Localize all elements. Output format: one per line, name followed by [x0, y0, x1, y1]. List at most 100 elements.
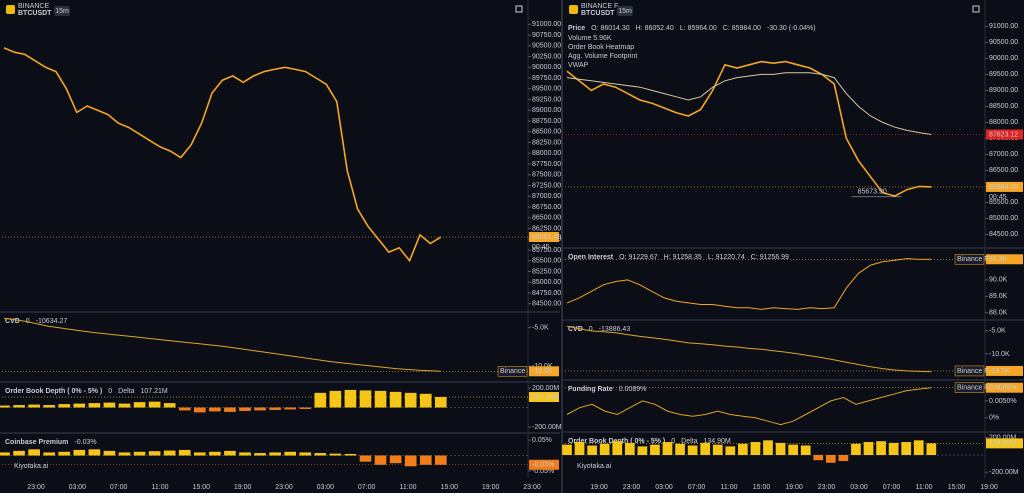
bar	[700, 442, 711, 455]
interval-box[interactable]	[617, 6, 633, 16]
y-tick-label: 90250.00	[532, 53, 561, 60]
value-tag	[529, 366, 559, 377]
bar	[133, 402, 146, 408]
source-tag-label: Binance F	[957, 368, 989, 375]
symbol-label[interactable]: BTCUSDT	[18, 10, 52, 17]
legend-text: -0.03%	[74, 439, 96, 446]
value-tag-label: -10.6K	[532, 368, 553, 375]
legend-text: 0.0089%	[619, 386, 647, 393]
legend-text: H: 86052.40	[636, 25, 674, 32]
value-tag	[986, 181, 1023, 192]
x-tick-label: 15:00	[193, 484, 211, 491]
y-tick-label: 85750.00	[532, 247, 561, 254]
y-tick-label: -0.05%	[532, 468, 554, 475]
bar	[404, 392, 417, 408]
series-line	[566, 258, 932, 310]
y-tick-label: 90000.00	[532, 64, 561, 71]
legend-text: H: 91258.35	[664, 254, 702, 261]
y-tick-label: 90.0K	[989, 277, 1008, 284]
legend-text: -10634.27	[36, 318, 68, 325]
bar	[863, 442, 874, 455]
x-tick-label: 07:00	[358, 484, 376, 491]
bar	[359, 390, 372, 408]
bar	[314, 392, 327, 408]
legend-text: CVD	[568, 326, 583, 333]
expand-button[interactable]	[972, 5, 980, 13]
bar	[419, 393, 432, 408]
bar	[103, 450, 116, 456]
bar	[118, 403, 131, 408]
symbol-label[interactable]: BTCUSDT	[581, 10, 615, 17]
bar	[344, 389, 357, 408]
bar	[224, 407, 236, 412]
y-tick-label: -200.00M	[989, 469, 1019, 476]
bar	[133, 451, 146, 456]
series-line	[566, 387, 932, 426]
y-tick-label: 86500.00	[989, 167, 1018, 174]
series-line	[3, 317, 441, 372]
bar	[813, 455, 824, 461]
bar	[269, 452, 281, 456]
value-tag-label: 91.3K	[989, 256, 1008, 263]
x-tick-label: 23:00	[623, 484, 641, 491]
x-tick-label: 07:00	[688, 484, 706, 491]
value-tag-label: 87623.12	[989, 131, 1018, 138]
bar	[314, 453, 327, 456]
bar	[587, 445, 597, 455]
value-tag	[986, 365, 1023, 376]
bar	[750, 442, 761, 455]
bar	[239, 407, 251, 411]
bar	[269, 407, 281, 410]
bar	[178, 449, 191, 456]
source-tag	[497, 366, 528, 377]
bar	[58, 404, 71, 408]
legend-text: Order Book Depth ( 0% - 5% )	[5, 388, 102, 395]
bar	[13, 405, 25, 408]
bar	[612, 441, 623, 455]
y-tick-label: 85500.00	[989, 199, 1018, 206]
interval-box[interactable]	[54, 6, 70, 16]
value-tag-label: -0.03%	[532, 462, 554, 469]
bar	[876, 441, 886, 455]
bar	[851, 443, 861, 455]
y-tick-label: -5.0K	[532, 324, 549, 331]
x-tick-label: 07:00	[110, 484, 128, 491]
x-tick-label: 23:00	[275, 484, 293, 491]
interval-label[interactable]: 15m	[618, 8, 632, 15]
bar	[838, 455, 849, 462]
value-tag-label: 85984.00	[989, 184, 1018, 191]
y-tick-label: 87250.00	[532, 182, 561, 189]
legend-text: 0	[671, 438, 675, 445]
x-tick-label: 19:00	[785, 484, 803, 491]
bar	[775, 442, 786, 455]
value-tag	[986, 438, 1023, 449]
bar	[344, 453, 357, 456]
value-tag-label: 86051.40	[532, 234, 561, 241]
bar	[712, 444, 723, 455]
x-tick-label: 07:00	[883, 484, 901, 491]
x-tick-label: 11:00	[916, 484, 933, 491]
source-tag	[954, 254, 985, 265]
value-tag	[529, 459, 559, 470]
bar	[209, 407, 221, 412]
bar	[374, 390, 387, 408]
legend-text: CVD	[5, 318, 20, 325]
interval-label[interactable]: 15m	[55, 8, 69, 15]
y-tick-label: 90000.00	[989, 55, 1018, 62]
bar	[329, 453, 342, 456]
value-tag	[986, 254, 1023, 265]
bar	[58, 451, 71, 456]
bar	[419, 455, 432, 465]
y-tick-label: 89000.00	[989, 87, 1018, 94]
legend-text: L: 91220.74	[708, 254, 745, 261]
expand-button[interactable]	[515, 5, 523, 13]
bar	[763, 440, 773, 455]
bar	[163, 450, 176, 456]
bar	[888, 442, 899, 455]
series-line	[566, 325, 932, 373]
bar	[404, 455, 417, 467]
bar	[224, 450, 236, 456]
symbol-icon	[569, 5, 578, 14]
logo: Kiyotaka.ai	[577, 463, 612, 470]
y-tick-label: 87000.00	[532, 193, 561, 200]
